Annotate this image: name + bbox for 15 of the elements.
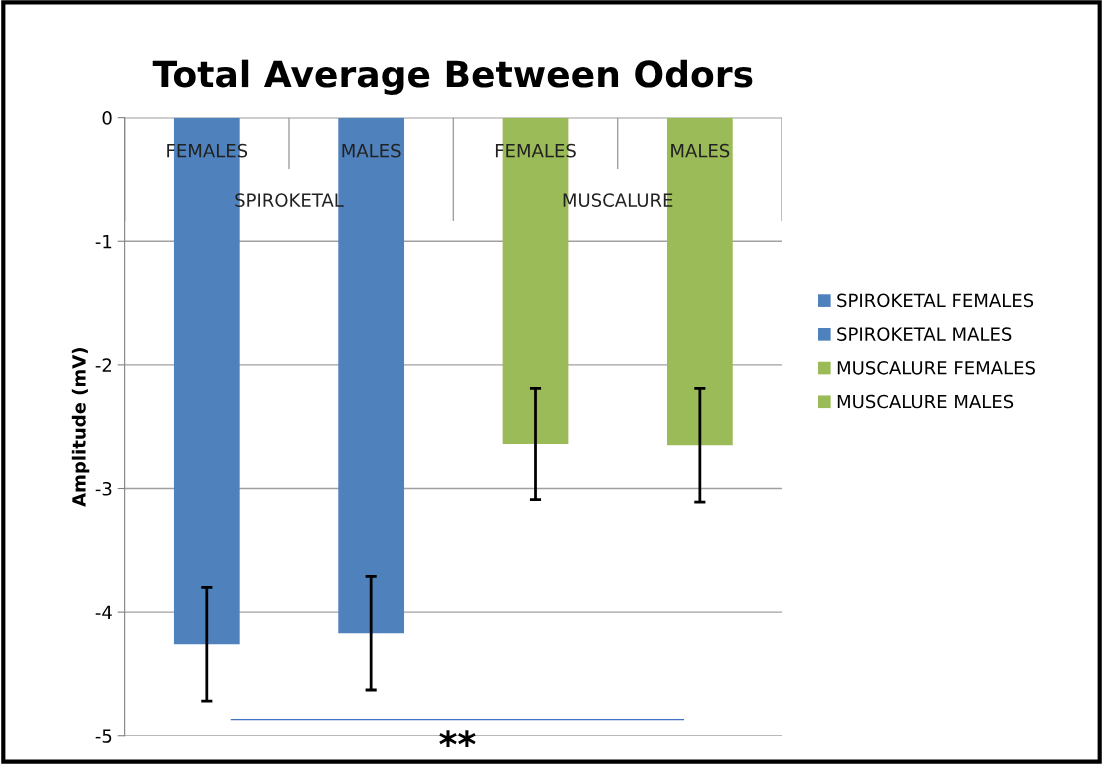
y-tick-label: -2 bbox=[95, 358, 112, 372]
legend-label: MUSCALURE FEMALES bbox=[837, 360, 1035, 375]
y-tick-label: -4 bbox=[95, 605, 112, 619]
y-tick-label: -5 bbox=[95, 729, 112, 743]
chart-title: Total Average Between Odors bbox=[152, 59, 753, 95]
y-tick-label: 0 bbox=[102, 111, 112, 125]
x-tick-label: MALES bbox=[671, 143, 730, 158]
annotation: ** bbox=[439, 730, 476, 747]
legend-label: SPIROKETAL FEMALES bbox=[837, 293, 1034, 308]
x-tick-label: MALES bbox=[342, 143, 401, 158]
legend-label: MUSCALURE MALES bbox=[837, 394, 1014, 409]
legend-label: SPIROKETAL MALES bbox=[837, 327, 1012, 341]
y-tick-label: -3 bbox=[95, 481, 112, 496]
y-tick-label: -1 bbox=[95, 234, 112, 249]
y-axis-title: Amplitude (mV) bbox=[71, 348, 90, 507]
